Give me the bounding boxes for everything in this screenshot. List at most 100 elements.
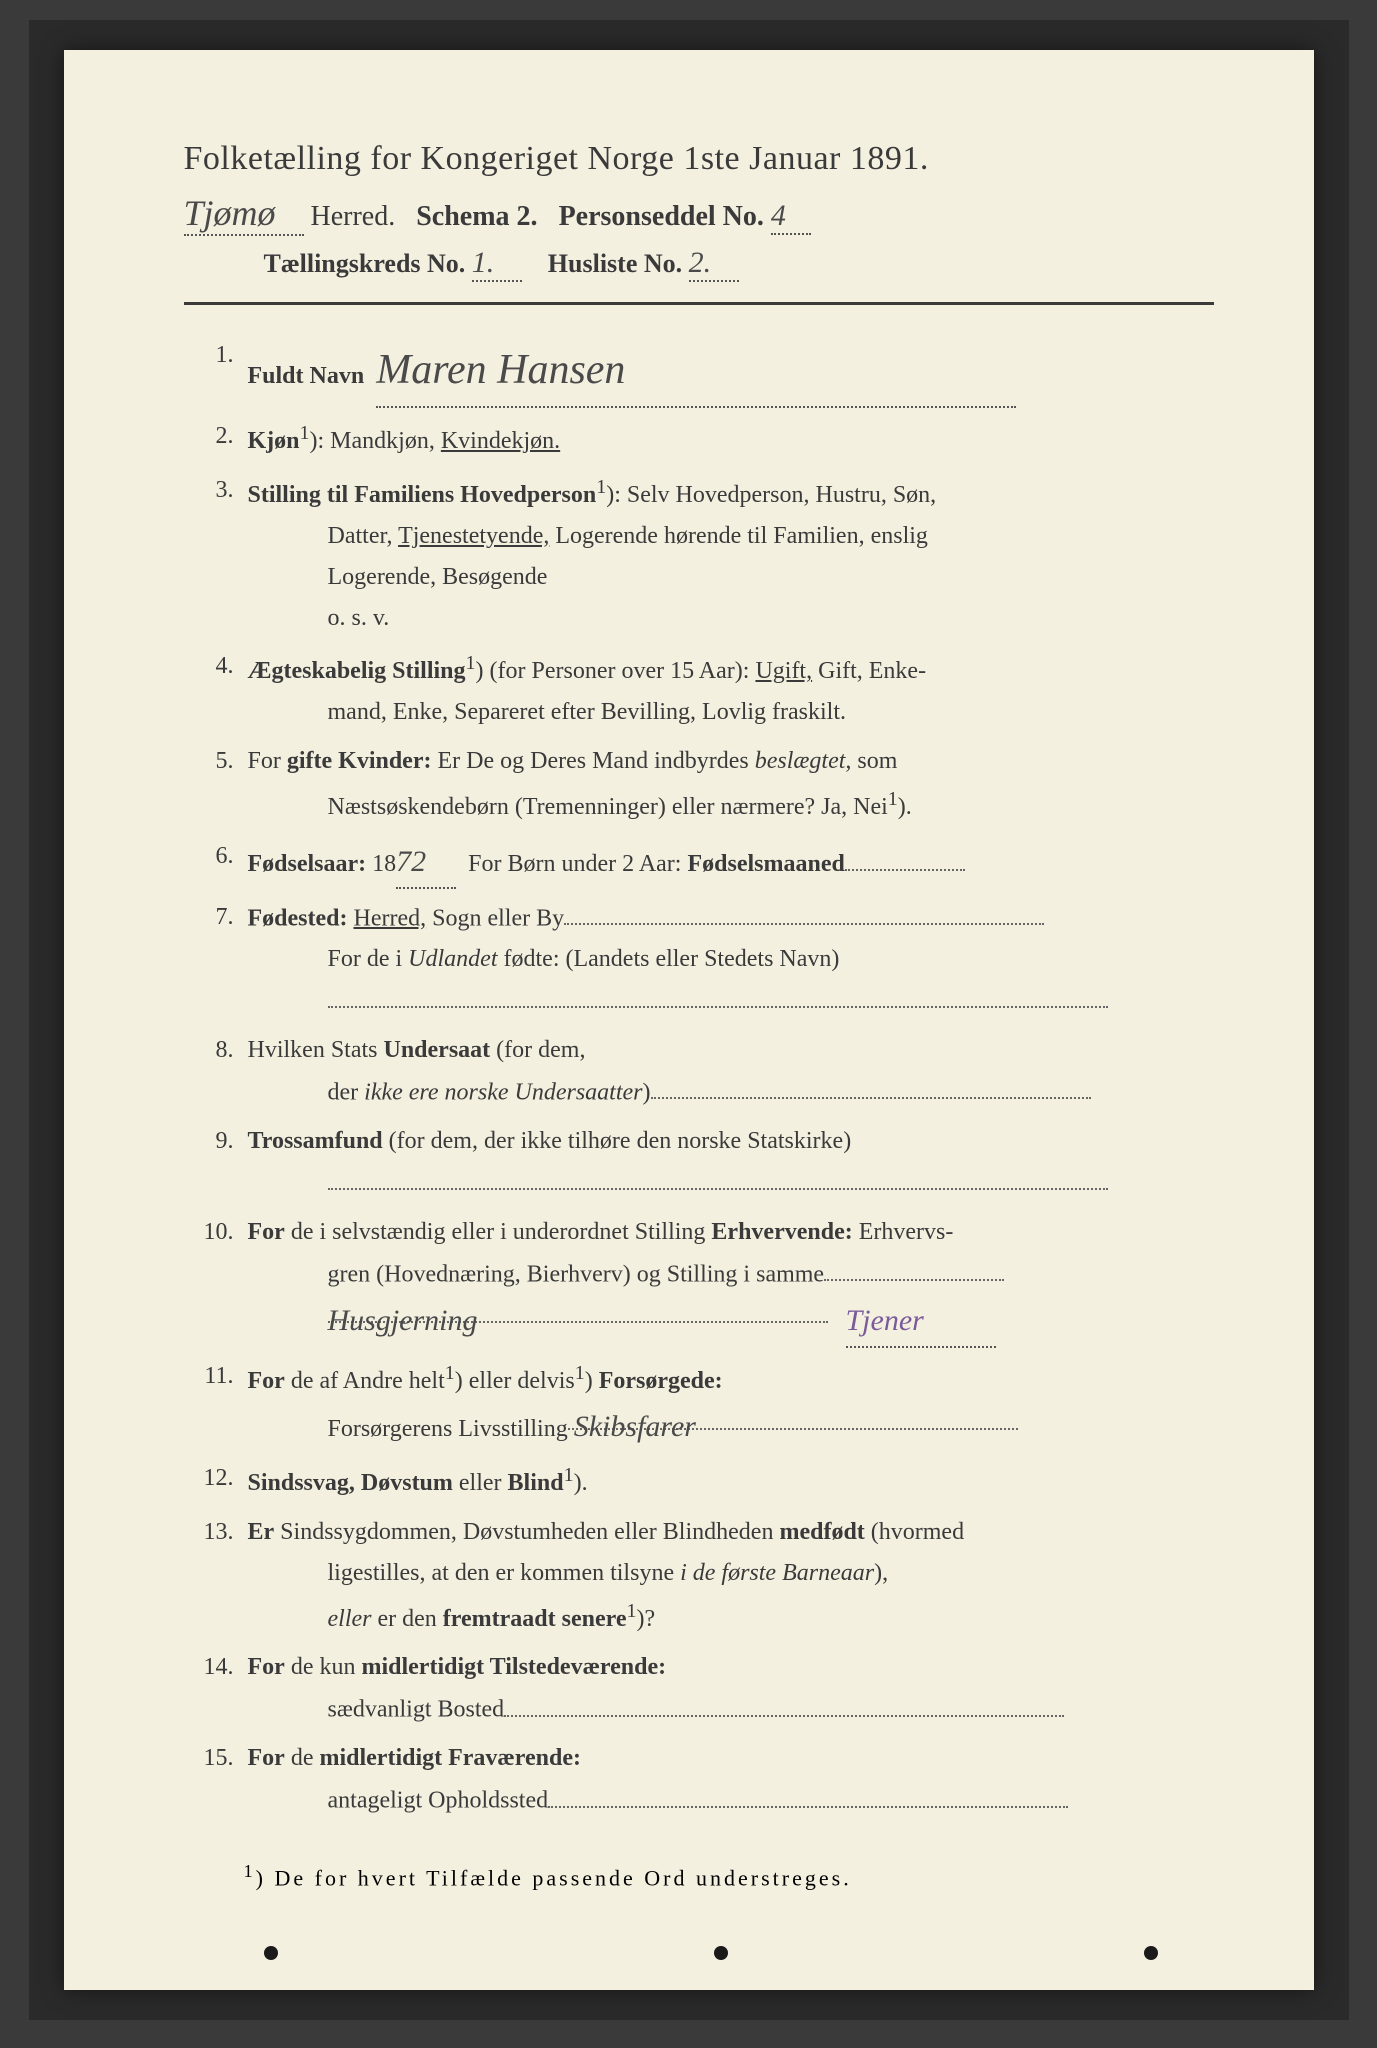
q13-line2-italic: i de første Barneaar — [680, 1560, 874, 1586]
form-title: Folketælling for Kongeriget Norge 1ste J… — [184, 140, 1214, 178]
num-8: 8. — [184, 1030, 248, 1113]
q13-line3-bold: fremtraadt senere — [443, 1606, 627, 1632]
footnote: 1) De for hvert Tilfælde passende Ord un… — [184, 1861, 1214, 1891]
q5-a: For — [248, 748, 287, 774]
q11-rest3: ) — [585, 1368, 599, 1394]
row-4: 4. Ægteskabelig Stilling1) (for Personer… — [184, 646, 1214, 733]
punch-hole-icon — [714, 1946, 728, 1960]
census-form-page: Folketælling for Kongeriget Norge 1ste J… — [64, 50, 1314, 1990]
q6-label: Fødselsaar: — [248, 851, 367, 877]
q10-rest: de i selvstændig eller i underordnet Sti… — [285, 1219, 712, 1245]
num-12: 12. — [184, 1458, 248, 1504]
herred-label: Herred. — [311, 201, 396, 232]
q3-line2a: Datter, — [328, 523, 399, 549]
row-11: 11. For de af Andre helt1) eller delvis1… — [184, 1356, 1214, 1451]
num-13: 13. — [184, 1512, 248, 1639]
num-2: 2. — [184, 416, 248, 462]
q7-line2a: For de i — [328, 946, 409, 972]
num-1: 1. — [184, 335, 248, 408]
q13-line2b: ), — [874, 1560, 888, 1586]
header-line-2: Tjømø Herred. Schema 2. Personseddel No.… — [184, 192, 1214, 236]
row-12: 12. Sindssvag, Døvstum eller Blind1). — [184, 1458, 1214, 1504]
num-7: 7. — [184, 897, 248, 1022]
row-3: 3. Stilling til Familiens Hovedperson1):… — [184, 470, 1214, 638]
q2-sup: 1 — [300, 422, 310, 444]
q7-rest: Sogn eller By — [426, 905, 564, 931]
row-14: 14. For de kun midlertidigt Tilstedevære… — [184, 1647, 1214, 1730]
q6-pre: 18 — [366, 851, 396, 877]
q7-underlined: Herred, — [353, 905, 426, 931]
punch-hole-icon — [1144, 1946, 1158, 1960]
q10-rest2: Erhvervs- — [853, 1219, 954, 1245]
q4-underlined: Ugift, — [755, 658, 812, 684]
q4-label: Ægteskabelig Stilling — [248, 658, 466, 684]
q12-bold2: Blind — [508, 1470, 564, 1496]
q8-line2b: ) — [643, 1079, 651, 1105]
scan-frame: Folketælling for Kongeriget Norge 1ste J… — [29, 20, 1349, 2020]
q5-line2b: ). — [898, 794, 912, 820]
num-9: 9. — [184, 1121, 248, 1204]
kreds-label: Tællingskreds No. — [264, 249, 466, 278]
q14-line2: sædvanligt Bosted — [328, 1697, 505, 1723]
q5-rest2: som — [851, 748, 897, 774]
q15-bold2: midlertidigt Fraværende: — [319, 1745, 581, 1771]
q10-bold: For — [248, 1219, 285, 1245]
q15-bold: For — [248, 1745, 285, 1771]
q13-rest2: (hvormed — [865, 1519, 964, 1545]
provider-hand: Skibsfarer — [574, 1410, 696, 1443]
q8-line2-italic: ikke ere norske Undersaatter — [364, 1079, 642, 1105]
q15-line2: antageligt Opholdssted — [328, 1788, 549, 1814]
q13-bold: Er — [248, 1519, 275, 1545]
q11-bold2: Forsørgede: — [599, 1368, 723, 1394]
q4-rest: ) (for Personer over 15 Aar): — [476, 658, 756, 684]
row-6: 6. Fødselsaar: 1872 For Børn under 2 Aar… — [184, 836, 1214, 889]
form-body: 1. Fuldt Navn Maren Hansen 2. Kjøn1): Ma… — [184, 335, 1214, 1821]
q2-rest: ): Mandkjøn, — [310, 428, 441, 454]
q10-bold2: Erhvervende: — [711, 1219, 852, 1245]
q5-rest: Er De og Deres Mand indbyrdes — [431, 748, 754, 774]
kreds-no: 1. — [472, 246, 495, 279]
q4-rest2: Gift, Enke- — [812, 658, 926, 684]
husliste-no: 2. — [689, 246, 712, 279]
q10-line2: gren (Hovednæring, Bierhverv) og Stillin… — [328, 1261, 825, 1287]
num-5: 5. — [184, 741, 248, 828]
header-line-3: Tællingskreds No. 1. Husliste No. 2. — [184, 246, 1214, 282]
row-8: 8. Hvilken Stats Undersaat (for dem, der… — [184, 1030, 1214, 1113]
q5-line2: Næstsøskendebørn (Tremenninger) eller næ… — [328, 794, 888, 820]
row-2: 2. Kjøn1): Mandkjøn, Kvindekjøn. — [184, 416, 1214, 462]
row-1: 1. Fuldt Navn Maren Hansen — [184, 335, 1214, 408]
personseddel-label: Personseddel No. — [559, 201, 764, 232]
herred-handwritten: Tjømø — [184, 192, 276, 234]
q8-a: Hvilken Stats — [248, 1037, 384, 1063]
row-10: 10. For de i selvstændig eller i underor… — [184, 1212, 1214, 1348]
q3-line3: Logerende, Besøgende — [248, 557, 1214, 598]
num-3: 3. — [184, 470, 248, 638]
husliste-label: Husliste No. — [548, 249, 682, 278]
footnote-text: ) De for hvert Tilfælde passende Ord und… — [256, 1866, 852, 1891]
row-7: 7. Fødested: Herred, Sogn eller By For d… — [184, 897, 1214, 1022]
q13-line3a: er den — [371, 1606, 442, 1632]
q14-rest: de kun — [285, 1654, 362, 1680]
q13-line2a: ligestilles, at den er kommen tilsyne — [328, 1560, 681, 1586]
full-name-value: Maren Hansen — [376, 335, 625, 406]
occupation-hand: Husgjerning — [328, 1304, 478, 1337]
q5-italic: beslægtet, — [755, 748, 852, 774]
q11-line2: Forsørgerens Livsstilling — [328, 1416, 568, 1442]
num-4: 4. — [184, 646, 248, 733]
q1-label: Fuldt Navn — [248, 363, 365, 389]
q14-bold: For — [248, 1654, 285, 1680]
q12-rest: eller — [453, 1470, 508, 1496]
q8-rest: (for dem, — [490, 1037, 585, 1063]
q12-rest2: ). — [574, 1470, 588, 1496]
q5-bold: gifte Kvinder: — [287, 748, 432, 774]
q6-rest: For Børn under 2 Aar: — [468, 851, 687, 877]
q12-bold: Sindssvag, Døvstum — [248, 1470, 453, 1496]
q6-bold2: Fødselsmaaned — [687, 851, 844, 877]
q7-label: Fødested: — [248, 905, 348, 931]
birth-year: 72 — [396, 836, 456, 889]
num-14: 14. — [184, 1647, 248, 1730]
row-9: 9. Trossamfund (for dem, der ikke tilhør… — [184, 1121, 1214, 1204]
q2-underlined: Kvindekjøn. — [441, 428, 560, 454]
q3-rest: ): Selv Hovedperson, Hustru, Søn, — [606, 482, 936, 508]
punch-hole-icon — [264, 1946, 278, 1960]
